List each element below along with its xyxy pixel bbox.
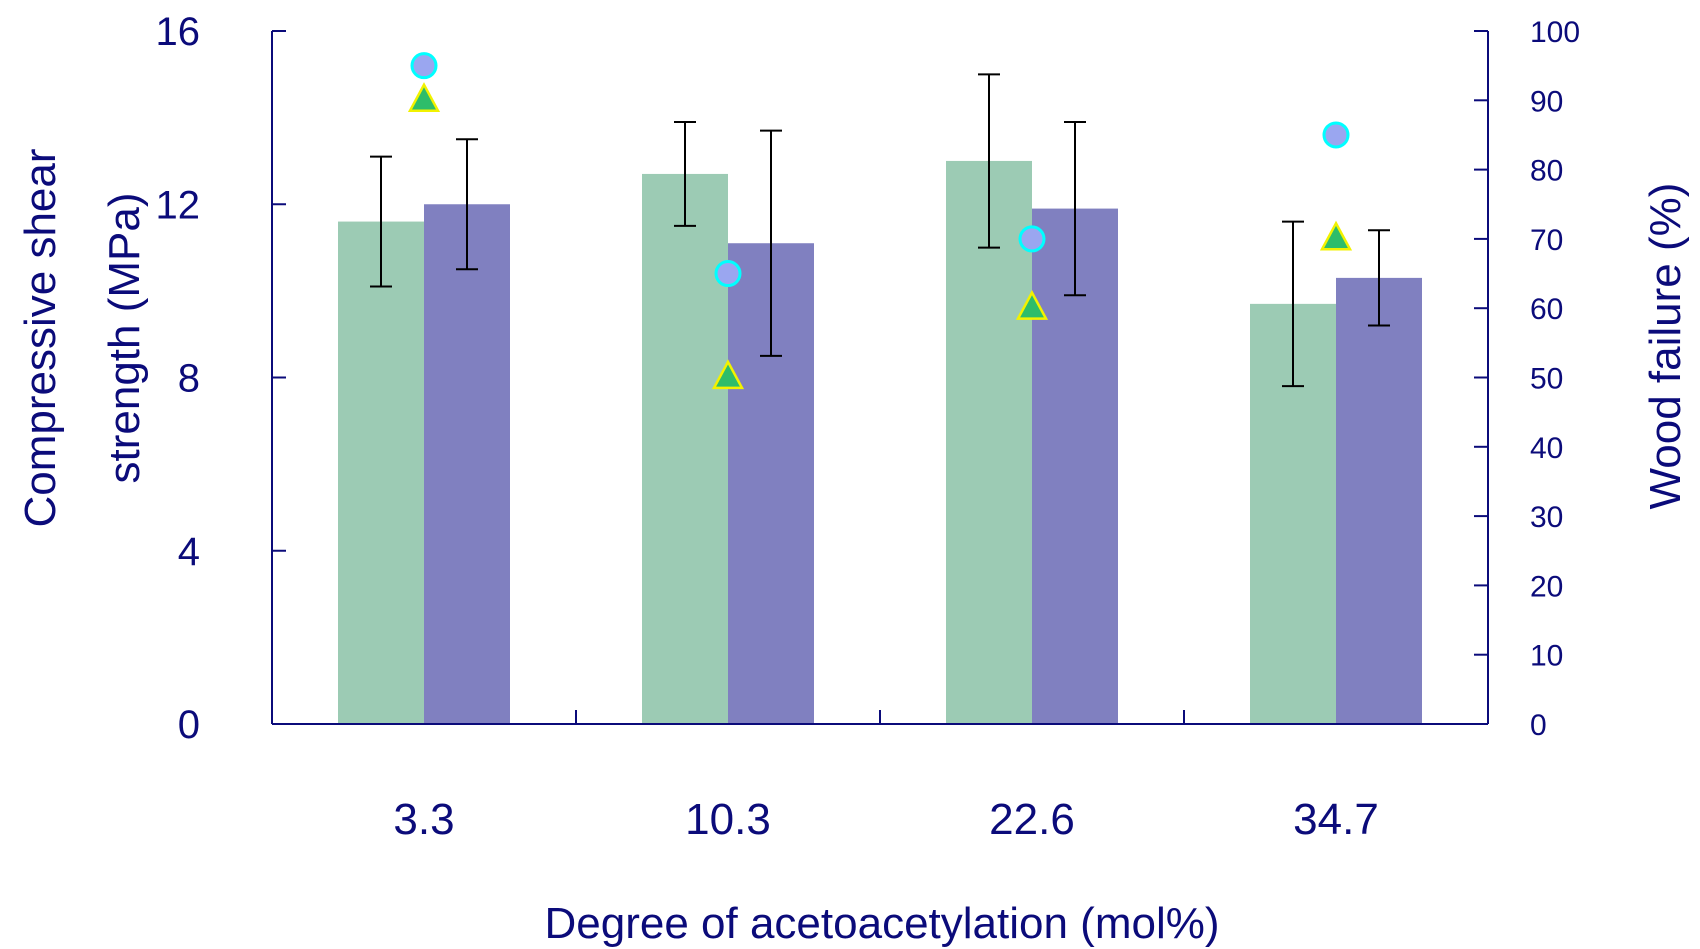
wood-failure-circle-marker xyxy=(1018,225,1046,253)
x-tick-label: 22.6 xyxy=(989,795,1075,844)
y2-tick-label: 20 xyxy=(1530,570,1563,603)
error-bars-layer xyxy=(370,73,1390,388)
y2-tick-label: 40 xyxy=(1530,432,1563,465)
y2-tick-label: 50 xyxy=(1530,363,1563,396)
y2-tick-label: 10 xyxy=(1530,640,1563,673)
y2-tick-label: 70 xyxy=(1530,224,1563,257)
y2-tick-label: 100 xyxy=(1530,16,1580,49)
y-tick-label: 0 xyxy=(178,703,200,747)
y2-axis-title: Wood failure (%) xyxy=(1641,183,1690,510)
y-tick-label: 16 xyxy=(156,10,201,54)
y-axis-title-line-2: strength (MPa) xyxy=(100,193,149,484)
wood-failure-circle-marker xyxy=(1322,121,1350,149)
wood-failure-triangle-marker xyxy=(407,82,441,112)
y2-tick-label: 90 xyxy=(1530,85,1563,118)
y2-tick-label: 30 xyxy=(1530,501,1563,534)
y-axis-title-line-1: Compressive shear xyxy=(16,148,65,527)
y-tick-label: 4 xyxy=(178,530,200,574)
bar xyxy=(424,204,510,724)
bar xyxy=(642,173,728,724)
x-tick-label: 10.3 xyxy=(685,795,771,844)
markers-layer xyxy=(407,52,1353,390)
x-tick-label: 34.7 xyxy=(1293,795,1379,844)
y-tick-label: 8 xyxy=(178,357,200,401)
y2-tick-label: 80 xyxy=(1530,155,1563,188)
text-layer: Compressive shear strength (MPa) Wood fa… xyxy=(16,10,1690,948)
x-axis-title: Degree of acetoacetylation (mol%) xyxy=(545,899,1220,948)
wood-failure-triangle-marker xyxy=(1015,289,1049,320)
y-tick-label: 12 xyxy=(156,183,201,227)
wood-failure-circle-marker xyxy=(714,260,742,288)
wood-failure-circle-marker xyxy=(410,52,438,80)
wood-failure-triangle-marker xyxy=(711,359,745,390)
bars-layer xyxy=(338,160,1422,725)
bar xyxy=(946,160,1032,724)
y2-tick-label: 0 xyxy=(1530,709,1547,742)
x-tick-label: 3.3 xyxy=(393,795,454,844)
y2-tick-label: 60 xyxy=(1530,293,1563,326)
wood-failure-triangle-marker xyxy=(1319,220,1353,251)
axes-layer xyxy=(271,30,1489,725)
bar xyxy=(1336,277,1422,724)
bar xyxy=(338,221,424,724)
